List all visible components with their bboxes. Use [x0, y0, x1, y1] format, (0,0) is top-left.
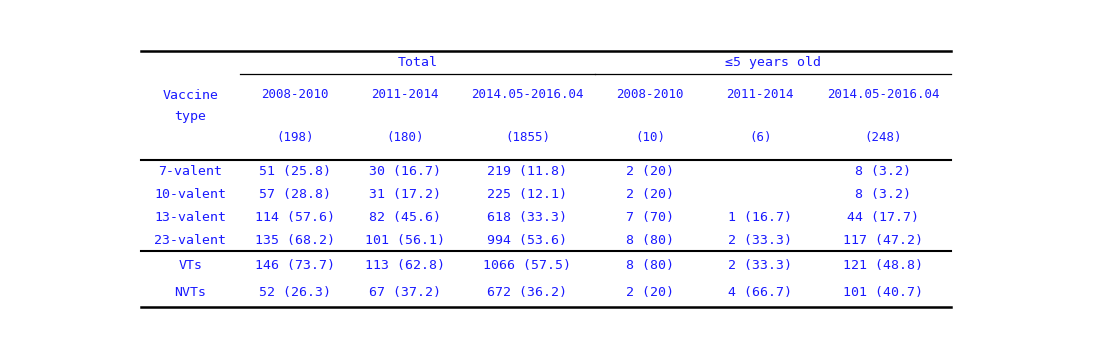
Text: NVTs: NVTs: [174, 286, 206, 299]
Text: 672 (36.2): 672 (36.2): [488, 286, 567, 299]
Text: 117 (47.2): 117 (47.2): [843, 233, 923, 246]
Text: 994 (53.6): 994 (53.6): [488, 233, 567, 246]
Text: 225 (12.1): 225 (12.1): [488, 188, 567, 201]
Text: 10-valent: 10-valent: [154, 188, 226, 201]
Text: 67 (37.2): 67 (37.2): [369, 286, 441, 299]
Text: (198): (198): [276, 131, 314, 144]
Text: 7-valent: 7-valent: [158, 165, 223, 178]
Text: 8 (80): 8 (80): [626, 233, 675, 246]
Text: 52 (26.3): 52 (26.3): [259, 286, 331, 299]
Text: 2011-2014: 2011-2014: [727, 88, 794, 101]
Text: 113 (62.8): 113 (62.8): [365, 259, 444, 272]
Text: 121 (48.8): 121 (48.8): [843, 259, 923, 272]
Text: 23-valent: 23-valent: [154, 233, 226, 246]
Text: 30 (16.7): 30 (16.7): [369, 165, 441, 178]
Text: 57 (28.8): 57 (28.8): [259, 188, 331, 201]
Text: (1855): (1855): [505, 131, 550, 144]
Text: 101 (40.7): 101 (40.7): [843, 286, 923, 299]
Text: 8 (3.2): 8 (3.2): [855, 165, 911, 178]
Text: 618 (33.3): 618 (33.3): [488, 211, 567, 224]
Text: 2008-2010: 2008-2010: [261, 88, 329, 101]
Text: 101 (56.1): 101 (56.1): [365, 233, 444, 246]
Text: 8 (80): 8 (80): [626, 259, 675, 272]
Text: 82 (45.6): 82 (45.6): [369, 211, 441, 224]
Text: 1 (16.7): 1 (16.7): [728, 211, 792, 224]
Text: (248): (248): [864, 131, 902, 144]
Text: 1066 (57.5): 1066 (57.5): [483, 259, 572, 272]
Text: 13-valent: 13-valent: [154, 211, 226, 224]
Text: 135 (68.2): 135 (68.2): [255, 233, 335, 246]
Text: 2014.05-2016.04: 2014.05-2016.04: [471, 88, 584, 101]
Text: 2 (20): 2 (20): [626, 188, 675, 201]
Text: (10): (10): [635, 131, 665, 144]
Text: 114 (57.6): 114 (57.6): [255, 211, 335, 224]
Text: 2014.05-2016.04: 2014.05-2016.04: [827, 88, 940, 101]
Text: (180): (180): [386, 131, 423, 144]
Text: 2008-2010: 2008-2010: [616, 88, 684, 101]
Text: 4 (66.7): 4 (66.7): [728, 286, 792, 299]
Text: 44 (17.7): 44 (17.7): [847, 211, 919, 224]
Text: Vaccine
type: Vaccine type: [163, 89, 218, 123]
Text: 31 (17.2): 31 (17.2): [369, 188, 441, 201]
Text: Total: Total: [398, 56, 438, 69]
Text: 219 (11.8): 219 (11.8): [488, 165, 567, 178]
Text: 2 (20): 2 (20): [626, 165, 675, 178]
Text: 2 (33.3): 2 (33.3): [728, 233, 792, 246]
Text: 7 (70): 7 (70): [626, 211, 675, 224]
Text: 2 (20): 2 (20): [626, 286, 675, 299]
Text: 8 (3.2): 8 (3.2): [855, 188, 911, 201]
Text: 2 (33.3): 2 (33.3): [728, 259, 792, 272]
Text: (6): (6): [749, 131, 771, 144]
Text: 146 (73.7): 146 (73.7): [255, 259, 335, 272]
Text: 51 (25.8): 51 (25.8): [259, 165, 331, 178]
Text: VTs: VTs: [178, 259, 203, 272]
Text: ≤5 years old: ≤5 years old: [725, 56, 821, 69]
Text: 2011-2014: 2011-2014: [371, 88, 439, 101]
